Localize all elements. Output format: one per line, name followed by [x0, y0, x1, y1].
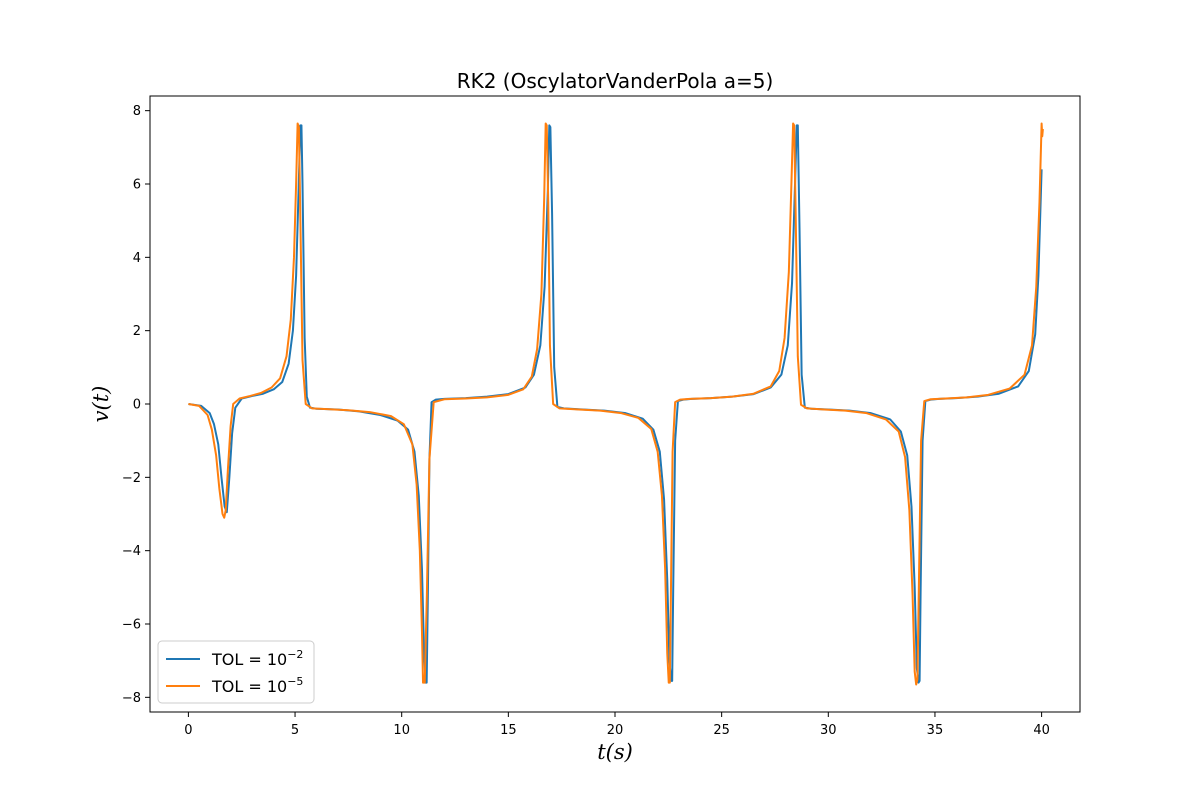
x-tick-label: 30 [820, 723, 837, 738]
y-axis: −8 −6 −4 −2 0 2 4 6 8 [122, 104, 150, 706]
x-tick-label: 15 [500, 723, 517, 738]
x-axis: 0 5 10 15 20 25 30 35 40 [184, 712, 1050, 738]
x-tick-label: 35 [927, 723, 944, 738]
y-axis-label: v(t) [89, 386, 113, 423]
y-tick-label: −6 [122, 618, 141, 633]
y-tick-label: 2 [133, 324, 141, 339]
x-tick-label: 0 [184, 723, 192, 738]
y-tick-label: 4 [133, 251, 141, 266]
y-tick-label: −4 [122, 544, 141, 559]
series-layer [188, 122, 1044, 686]
x-tick-label: 5 [291, 723, 299, 738]
legend-label-tol-5: TOL = 10−5 [211, 675, 303, 696]
legend: TOL = 10−2 TOL = 10−5 [157, 640, 315, 704]
y-tick-label: 8 [133, 104, 141, 119]
series-line-tol-5 [188, 122, 1044, 686]
y-tick-label: 0 [133, 398, 141, 413]
y-tick-label: 6 [133, 178, 141, 193]
x-tick-label: 10 [393, 723, 410, 738]
y-tick-label: −8 [122, 691, 141, 706]
legend-label-tol-2: TOL = 10−2 [211, 648, 303, 669]
x-axis-label: t(s) [597, 740, 633, 764]
chart-title: RK2 (OscylatorVanderPola a=5) [457, 69, 774, 93]
x-tick-label: 20 [607, 723, 624, 738]
x-tick-label: 40 [1033, 723, 1050, 738]
y-tick-label: −2 [122, 471, 141, 486]
legend-box [157, 640, 315, 704]
x-tick-label: 25 [713, 723, 730, 738]
